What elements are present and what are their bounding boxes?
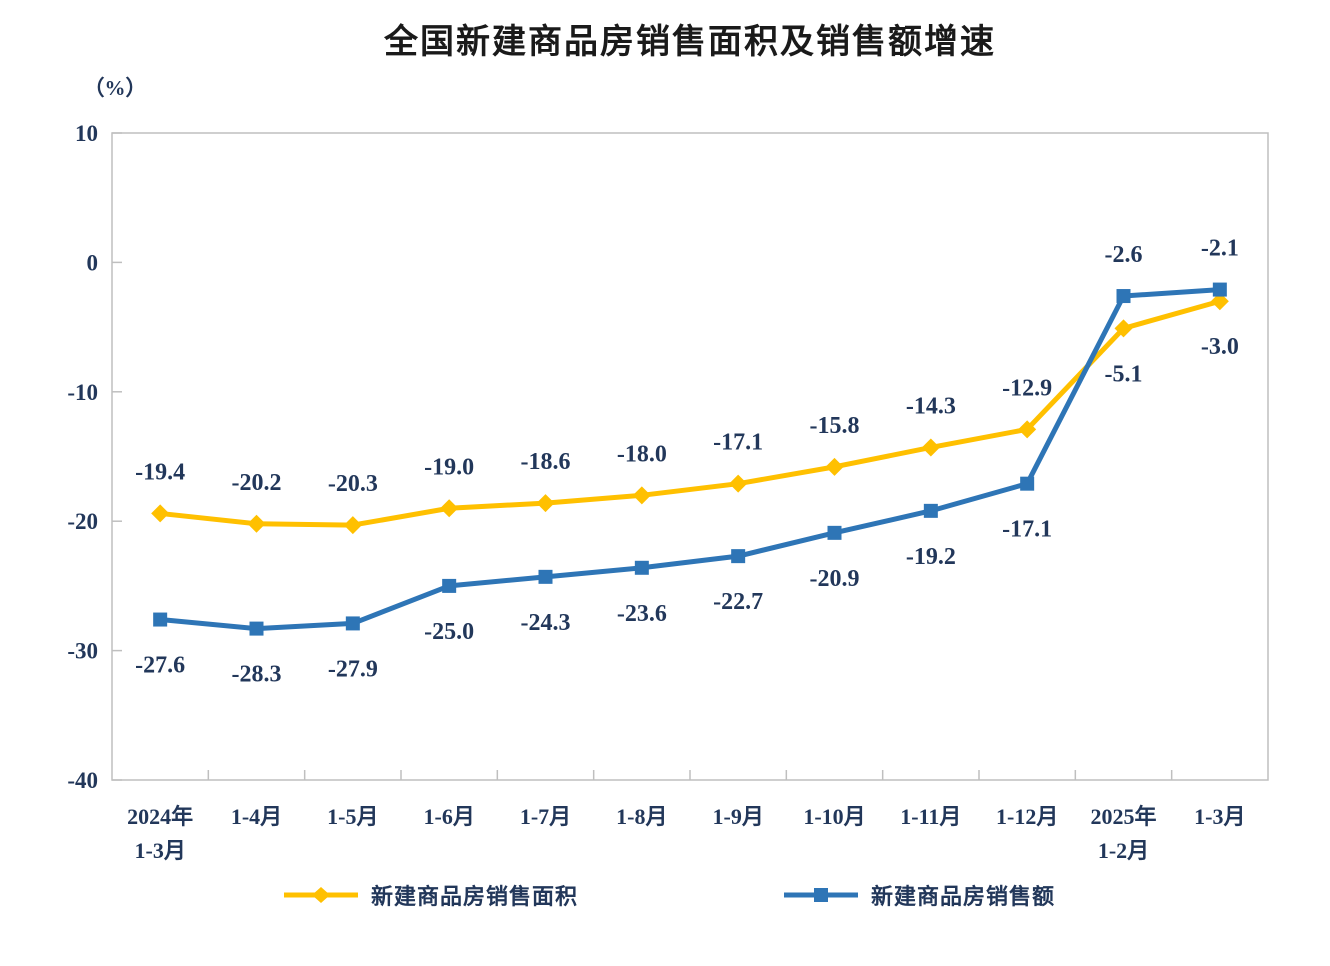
square-marker xyxy=(923,503,938,518)
data-label: -2.6 xyxy=(1105,242,1143,268)
x-tick-label: 1-3月 xyxy=(135,838,186,863)
data-label: -15.8 xyxy=(810,413,860,439)
data-label: -17.1 xyxy=(1002,517,1052,543)
data-label: -20.9 xyxy=(810,566,860,592)
diamond-marker xyxy=(151,504,170,523)
x-tick-label: 1-4月 xyxy=(231,804,282,829)
diamond-marker xyxy=(921,438,940,457)
legend-line-square-marker-icon xyxy=(784,888,858,902)
x-tick-label: 1-11月 xyxy=(900,804,961,829)
y-tick-label: -10 xyxy=(67,380,98,405)
diamond-marker xyxy=(825,457,844,476)
x-tick-label: 1-7月 xyxy=(520,804,571,829)
data-label: -27.6 xyxy=(135,653,185,679)
data-label: -3.0 xyxy=(1201,334,1239,360)
data-label: -5.1 xyxy=(1105,361,1143,387)
diamond-marker xyxy=(1114,319,1133,338)
x-tick-label: 1-10月 xyxy=(803,804,865,829)
chart-title: 全国新建商品房销售面积及销售额增速 xyxy=(384,23,996,61)
square-marker xyxy=(249,621,264,636)
legend-label-sales-area: 新建商品房销售面积 xyxy=(371,884,579,909)
diamond-marker xyxy=(632,486,651,505)
square-marker xyxy=(442,578,457,593)
diamond-marker xyxy=(729,474,748,493)
x-axis-labels: 2024年 1-3月 1-4月 1-5月 1-6月 1-7月 1-8月 1-9月 1-10月 1-… xyxy=(127,804,1245,863)
square-marker xyxy=(345,616,360,631)
diamond-marker xyxy=(440,499,459,518)
x-tick-label: 1-12月 xyxy=(996,804,1058,829)
data-label: -25.0 xyxy=(424,619,474,645)
square-marker xyxy=(827,525,842,540)
diamond-marker xyxy=(343,516,362,535)
x-axis-ticks xyxy=(207,770,1173,780)
x-tick-label: 1-9月 xyxy=(713,804,764,829)
diamond-marker xyxy=(1018,420,1037,439)
x-tick-label: 1-5月 xyxy=(327,804,378,829)
y-axis-unit-label: （%） xyxy=(83,76,147,100)
y-tick-label: -20 xyxy=(67,509,98,534)
y-tick-label: 0 xyxy=(87,250,99,275)
y-axis: 10 0 -10 -20 -30 -40 xyxy=(67,121,122,793)
data-label: -24.3 xyxy=(521,610,571,636)
x-tick-label: 1-6月 xyxy=(424,804,475,829)
series-line xyxy=(157,298,1223,528)
y-tick-label: -30 xyxy=(67,639,98,664)
legend-label-sales-amount: 新建商品房销售额 xyxy=(871,884,1056,909)
data-label: -23.6 xyxy=(617,601,667,627)
data-label: -20.2 xyxy=(232,470,282,496)
data-label: -18.0 xyxy=(617,441,667,467)
diamond-marker xyxy=(247,514,266,533)
data-label: -2.1 xyxy=(1201,236,1239,262)
data-label: -19.0 xyxy=(424,454,474,480)
x-tick-label: 1-2月 xyxy=(1098,838,1149,863)
series-sales-area: -19.4 -20.2 -20.3 -19.0 -18.6 -18.0 -17.1 -15.8… xyxy=(135,292,1239,535)
square-marker xyxy=(1020,476,1035,491)
legend-item-sales-area: 新建商品房销售面积 xyxy=(283,878,578,912)
series-sales-amount: -27.6 -28.3 -27.9 -25.0 -24.3 -23.6 -22.7 -20.9… xyxy=(135,236,1239,688)
data-label: -19.4 xyxy=(135,459,185,485)
diamond-marker xyxy=(536,494,555,513)
diamond-marker xyxy=(1210,292,1229,311)
y-tick-label: -40 xyxy=(67,768,98,793)
legend-line-diamond-marker-icon xyxy=(284,887,358,903)
x-tick-label: 2024年 xyxy=(127,804,193,829)
data-label: -20.3 xyxy=(328,471,378,497)
data-label: -19.2 xyxy=(906,544,956,570)
data-label: -17.1 xyxy=(713,430,763,456)
data-label: -28.3 xyxy=(232,662,282,688)
square-marker xyxy=(1116,289,1131,304)
square-marker xyxy=(538,569,553,584)
data-label: -22.7 xyxy=(713,589,763,615)
legend: 新建商品房销售面积 新建商品房销售额 xyxy=(0,878,1330,912)
plot-border xyxy=(111,132,1269,781)
y-tick-label: 10 xyxy=(75,121,98,146)
data-label: -27.9 xyxy=(328,656,378,682)
square-marker xyxy=(1212,282,1227,297)
x-tick-label: 1-8月 xyxy=(616,804,667,829)
data-label: -14.3 xyxy=(906,393,956,419)
square-marker xyxy=(634,560,649,575)
square-marker xyxy=(731,549,746,564)
data-label: -12.9 xyxy=(1002,375,1052,401)
x-tick-label: 1-3月 xyxy=(1194,804,1245,829)
data-label: -18.6 xyxy=(521,449,571,475)
legend-item-sales-amount: 新建商品房销售额 xyxy=(783,878,1055,912)
series-line xyxy=(157,287,1223,632)
x-tick-label: 2025年 xyxy=(1090,804,1156,829)
square-marker xyxy=(153,612,168,627)
